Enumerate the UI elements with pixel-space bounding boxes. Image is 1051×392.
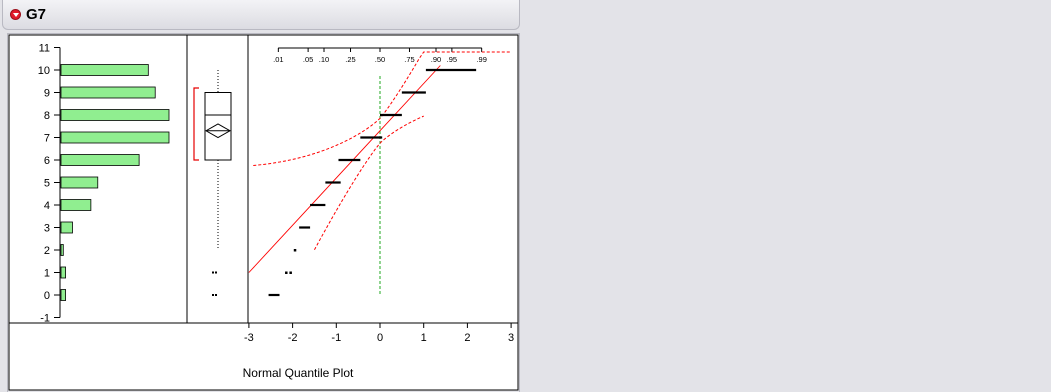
y-tick-label: -1 bbox=[40, 313, 50, 325]
x-tick-label: -1 bbox=[331, 332, 341, 344]
y-tick-label: 1 bbox=[44, 268, 50, 280]
outlier-point bbox=[215, 271, 217, 274]
x-tick-label: 3 bbox=[508, 332, 514, 344]
quantile-point bbox=[285, 271, 288, 274]
probability-tick-label: .50 bbox=[375, 55, 385, 64]
quantile-point bbox=[293, 249, 297, 252]
histogram-bar bbox=[60, 199, 92, 211]
probability-tick-label: .90 bbox=[431, 55, 441, 64]
y-tick-label: 9 bbox=[44, 88, 50, 100]
x-tick-label: -3 bbox=[244, 332, 254, 344]
histogram: -1 0 1 2 3 4 5 6 7 8 9 10 11 bbox=[38, 43, 170, 325]
report-body: -1 0 1 2 3 4 5 6 7 8 9 10 11 .01.05.10.25.50.75.90.9… bbox=[7, 33, 520, 392]
normal-quantile-plot: .01 .05 .10 .25 .50 .75 .90 .95 .99 -3 -2 -1 0 1 2 3 bbox=[244, 47, 514, 344]
histogram-bar bbox=[60, 131, 170, 144]
probability-tick-label: .99 bbox=[476, 55, 486, 64]
y-tick-label: 11 bbox=[39, 43, 50, 55]
quantile-point bbox=[289, 271, 292, 274]
y-tick-label: 6 bbox=[44, 155, 50, 167]
y-tick-label: 0 bbox=[44, 290, 50, 302]
lower-confidence-band bbox=[314, 115, 424, 250]
y-tick-label: 3 bbox=[44, 223, 50, 235]
outlier-point bbox=[212, 271, 214, 274]
probability-tick-label: .10 bbox=[319, 55, 329, 64]
x-tick-label: 1 bbox=[421, 332, 427, 344]
report-header: G7 bbox=[2, 0, 520, 30]
histogram-bar bbox=[60, 154, 140, 166]
x-tick-label: -2 bbox=[288, 332, 298, 344]
outlier-point bbox=[215, 294, 217, 296]
outlier-point bbox=[212, 294, 214, 296]
y-tick-label: 10 bbox=[38, 65, 50, 77]
x-tick-label: 2 bbox=[464, 332, 470, 344]
histogram-bar bbox=[60, 289, 66, 301]
probability-tick-label: .05 bbox=[303, 55, 313, 64]
shortest-half-bracket bbox=[193, 87, 199, 161]
y-tick-label: 7 bbox=[44, 133, 50, 145]
box-plot bbox=[193, 70, 232, 296]
probability-tick-label: .01 bbox=[273, 55, 283, 64]
disclosure-triangle-icon[interactable] bbox=[10, 9, 21, 20]
y-tick-label: 4 bbox=[44, 200, 50, 212]
x-tick-label: 0 bbox=[377, 332, 383, 344]
histogram-bar bbox=[60, 221, 73, 234]
probability-tick-label: .95 bbox=[447, 55, 457, 64]
y-tick-label: 2 bbox=[44, 245, 50, 257]
histogram-bar bbox=[60, 86, 156, 99]
probability-tick-label: .25 bbox=[345, 55, 355, 64]
box-iqr bbox=[204, 92, 232, 161]
y-tick-label: 8 bbox=[44, 110, 50, 122]
histogram-bar bbox=[60, 64, 149, 76]
y-tick-label: 5 bbox=[44, 178, 50, 190]
histogram-bar bbox=[60, 176, 99, 189]
histogram-bar bbox=[60, 266, 66, 279]
fit-line bbox=[248, 65, 441, 273]
histogram-bar bbox=[60, 109, 170, 121]
probability-tick-label: .75 bbox=[404, 55, 414, 64]
x-axis-label: Normal Quantile Plot bbox=[243, 366, 354, 380]
report-title: G7 bbox=[26, 6, 47, 23]
histogram-bar bbox=[60, 244, 64, 256]
